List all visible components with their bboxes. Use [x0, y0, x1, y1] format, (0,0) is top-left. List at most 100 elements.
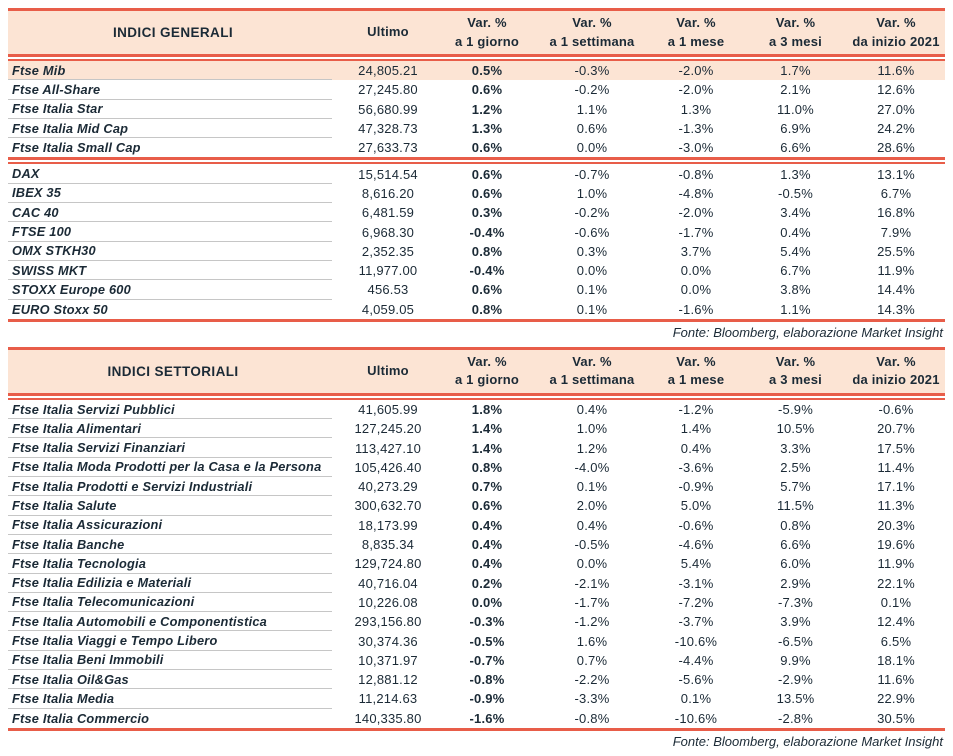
- var-period-label: a 3 mesi: [769, 33, 822, 49]
- var-1day-value: 1.4%: [471, 440, 503, 456]
- var-1week-value: -1.2%: [574, 614, 610, 630]
- var-1month-value: 5.4%: [680, 556, 712, 572]
- table-indici-settoriali: INDICI SETTORIALI Ultimo Var. % a 1 giorno V…: [8, 346, 945, 753]
- var-1month-value: -3.0%: [678, 140, 714, 156]
- var-1day-value: -0.9%: [469, 691, 505, 707]
- ultimo-value: 10,226.08: [358, 594, 418, 610]
- ultimo-value: 140,335.80: [354, 710, 422, 726]
- var-percent-label: Var. %: [467, 14, 507, 30]
- var-1month-value: -3.1%: [678, 575, 714, 591]
- var-1day-value: -0.4%: [469, 263, 505, 279]
- var-period-label: a 1 mese: [667, 33, 725, 49]
- var-3month-value: 3.4%: [780, 205, 811, 221]
- var-1month-value: -4.8%: [678, 185, 714, 201]
- var-ytd-value: 6.5%: [880, 633, 912, 649]
- var-1week-value: -0.7%: [574, 166, 610, 182]
- index-name: Ftse Italia Commercio: [12, 710, 150, 726]
- var-ytd-value: 11.4%: [877, 459, 915, 475]
- ultimo-value: 300,632.70: [354, 498, 422, 514]
- table-indici-generali: INDICI GENERALI Ultimo Var. % a 1 giorno Var…: [8, 8, 945, 344]
- index-name: OMX STKH30: [8, 242, 332, 261]
- var-1week-value: 0.4%: [576, 402, 608, 417]
- var-1month-value: 1.3%: [680, 101, 712, 117]
- var-ytd-value: 20.7%: [877, 421, 915, 437]
- var-1month-value: -1.3%: [678, 121, 714, 137]
- var-1week-value: 1.1%: [576, 101, 608, 117]
- index-name: Ftse Italia Oil&Gas: [8, 670, 332, 690]
- index-name: Ftse Italia Prodotti e Servizi Industria…: [8, 477, 332, 497]
- table-row: SWISS MKT 11,977.00 -0.4% 0.0% 0.0% 6.7% 11.9%: [8, 261, 945, 281]
- table-row: Ftse Italia Salute 300,632.70 0.6% 2.0% 5.0%…: [8, 496, 945, 516]
- var-ytd-value: 24.2%: [877, 121, 915, 137]
- var-period-label: a 3 mesi: [769, 372, 822, 388]
- table-row: Ftse Italia Banche 8,835.34 0.4% -0.5% -4.6%…: [8, 535, 945, 555]
- var-3month-value: -7.3%: [778, 594, 813, 610]
- index-name: Ftse Mib: [8, 61, 332, 81]
- table-top-border: [8, 8, 945, 11]
- var-ytd-value: 27.0%: [877, 101, 915, 117]
- table-row: STOXX Europe 600 456.53 0.6% 0.1% 0.0% 3.8% 14…: [8, 280, 945, 300]
- var-3month-value: 13.5%: [776, 691, 815, 707]
- index-name: Ftse Italia Beni Immobili: [8, 651, 332, 671]
- table-title: INDICI SETTORIALI: [107, 363, 239, 379]
- var-1day-value: 0.5%: [471, 63, 503, 79]
- var-1month-value: -1.7%: [678, 224, 714, 240]
- index-name: Ftse Italia Automobili e Componentistica: [8, 612, 332, 632]
- var-1month-value: -2.0%: [678, 82, 714, 98]
- var-1month-value: 0.4%: [680, 440, 712, 456]
- var-3month-value: 3.9%: [780, 614, 811, 630]
- index-name: DAX: [8, 164, 332, 184]
- var-1week-value: 0.0%: [576, 556, 608, 572]
- ultimo-value: 56,680.99: [358, 101, 418, 117]
- var-percent-label: Var. %: [775, 353, 816, 369]
- index-name: IBEX 35: [8, 184, 332, 204]
- var-1month-value: 0.1%: [680, 691, 712, 707]
- ultimo-value: 2,352.35: [361, 243, 415, 259]
- index-name: Ftse Italia Banche: [8, 535, 332, 555]
- col-header-var-1: Var. % a 1 settimana: [536, 353, 648, 391]
- table-row: FTSE 100 6,968.30 -0.4% -0.6% -1.7% 0.4% 7.9%: [8, 222, 945, 242]
- var-1day-value: 0.6%: [471, 185, 503, 201]
- var-period-label: da inizio 2021: [852, 33, 940, 49]
- var-1week-value: 1.6%: [576, 633, 608, 649]
- var-ytd-value: 18.1%: [877, 652, 915, 668]
- var-3month-value: 6.6%: [780, 140, 811, 156]
- col-header-var-1: Var. % a 1 settimana: [536, 14, 648, 52]
- var-1week-value: 0.7%: [576, 652, 608, 668]
- var-1week-value: 0.1%: [576, 301, 608, 317]
- var-ytd-value: 12.4%: [877, 614, 915, 630]
- var-ytd-value: 17.5%: [877, 440, 915, 456]
- index-name: Ftse Italia Servizi Pubblici: [8, 400, 332, 420]
- var-1week-value: -3.3%: [574, 691, 610, 707]
- var-1month-value: 3.7%: [680, 243, 712, 259]
- var-1week-value: 1.2%: [576, 440, 608, 456]
- ultimo-value: 105,426.40: [354, 459, 422, 475]
- index-name: SWISS MKT: [8, 261, 332, 281]
- var-1week-value: 0.1%: [576, 282, 608, 298]
- var-1day-value: 0.7%: [471, 479, 503, 495]
- var-3month-value: -6.5%: [778, 633, 813, 649]
- var-1month-value: -7.2%: [678, 594, 714, 610]
- table-row: Ftse Italia Mid Cap 47,328.73 1.3% 0.6% -1.3…: [8, 119, 945, 139]
- ultimo-value: 41,605.99: [358, 402, 418, 417]
- table-row: Ftse Italia Star 56,680.99 1.2% 1.1% 1.3% 11.…: [8, 100, 945, 119]
- table-row: Ftse Italia Moda Prodotti per la Casa e …: [8, 458, 945, 478]
- var-period-label: a 1 giorno: [454, 372, 520, 388]
- table-body: Ftse Mib 24,805.21 0.5% -0.3% -2.0% 1.7% 11.6%…: [8, 61, 945, 319]
- var-percent-label: Var. %: [676, 14, 716, 30]
- ultimo-value: 6,481.59: [361, 205, 415, 221]
- col-header-var-4: Var. % da inizio 2021: [847, 14, 945, 52]
- var-period-label: a 1 giorno: [454, 33, 520, 49]
- var-3month-value: 11.5%: [777, 498, 814, 514]
- var-1week-value: -4.0%: [574, 459, 610, 475]
- ultimo-value: 11,214.63: [358, 691, 418, 707]
- ultimo-value: 8,616.20: [361, 185, 415, 201]
- var-1day-value: 0.6%: [471, 498, 503, 514]
- source-note: Fonte: Bloomberg, elaborazione Market In…: [672, 324, 943, 340]
- col-header-var-0: Var. % a 1 giorno: [438, 353, 536, 391]
- var-ytd-value: 14.3%: [877, 301, 915, 317]
- table-row: Ftse All-Share 27,245.80 0.6% -0.2% -2.0% 2.1…: [8, 80, 945, 100]
- var-ytd-value: 16.8%: [877, 205, 915, 221]
- var-1month-value: -1.6%: [678, 301, 714, 317]
